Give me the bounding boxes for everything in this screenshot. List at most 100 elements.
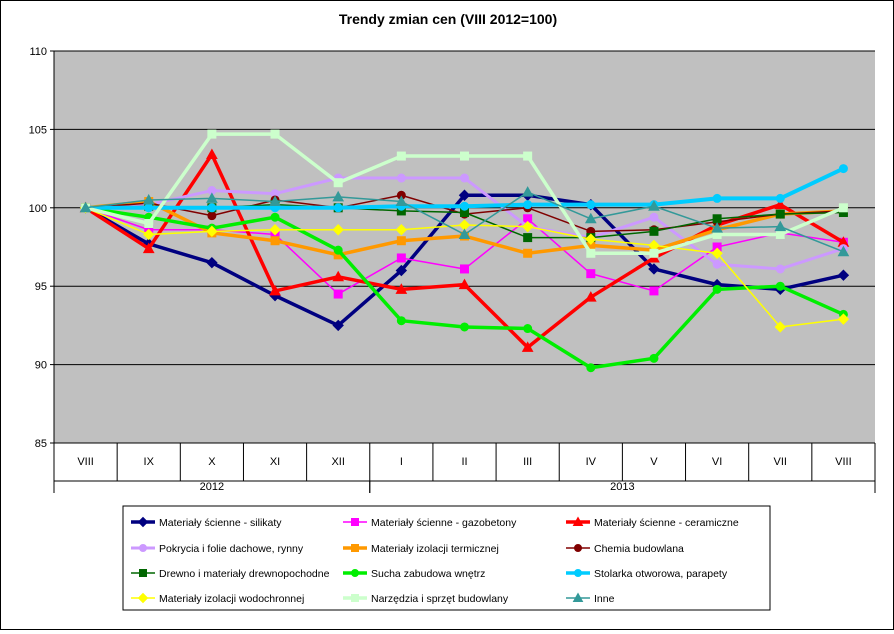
legend-box xyxy=(122,505,771,611)
data-point xyxy=(711,222,723,233)
data-point xyxy=(586,363,596,373)
data-point xyxy=(774,220,787,232)
data-point xyxy=(351,518,359,526)
data-point xyxy=(523,248,533,258)
data-point xyxy=(458,278,471,290)
data-point xyxy=(775,209,785,219)
data-point xyxy=(269,284,281,296)
data-point xyxy=(395,283,408,294)
data-point xyxy=(270,212,280,222)
data-point xyxy=(206,256,218,269)
y-tick-label: 110 xyxy=(29,46,47,58)
data-point xyxy=(460,151,469,161)
data-point xyxy=(837,269,850,281)
data-point xyxy=(332,190,345,202)
data-point xyxy=(712,193,722,203)
plot-area xyxy=(54,51,875,443)
legend: Materiały ścienne - silikaty Materiały śc… xyxy=(122,505,771,611)
legend-item: Materiały ścienne - ceramiczne xyxy=(566,516,739,529)
legend-label: Pokrycia i folie dachowe, rynny xyxy=(159,543,304,555)
data-point xyxy=(775,229,785,239)
data-point xyxy=(774,198,787,210)
data-point xyxy=(574,569,582,577)
x-tick-label: IX xyxy=(144,456,155,468)
data-point xyxy=(775,193,785,203)
data-point xyxy=(838,164,848,174)
legend-label: Materiały ścienne - silikaty xyxy=(159,517,282,529)
x-tick-label: IV xyxy=(586,456,597,468)
x-tick-label: V xyxy=(650,456,658,468)
data-point xyxy=(332,319,344,332)
data-point xyxy=(838,203,848,213)
x-tick-label: I xyxy=(400,456,403,468)
legend-label: Materiały ścienne - gazobetony xyxy=(371,517,517,529)
data-point xyxy=(712,284,722,294)
data-point xyxy=(460,264,469,274)
x-tick-label: VIII xyxy=(77,456,94,468)
year-group-label: 2012 xyxy=(200,481,224,493)
x-tick-label: II xyxy=(461,456,467,468)
data-point xyxy=(649,212,659,222)
data-point xyxy=(332,224,344,236)
data-point xyxy=(775,281,785,291)
legend-item: Pokrycia i folie dachowe, rynny xyxy=(131,543,304,555)
data-point xyxy=(523,200,533,210)
legend-label: Inne xyxy=(594,593,615,605)
data-point xyxy=(837,313,850,325)
data-point xyxy=(206,192,218,203)
legend-label: Stolarka otworowa, parapety xyxy=(594,568,728,580)
legend-item: Materiały ścienne - gazobetony xyxy=(343,517,517,529)
data-point xyxy=(649,353,659,363)
chart-title: Trendy zmian cen (VIII 2012=100) xyxy=(339,11,557,27)
legend-item: Inne xyxy=(566,592,615,605)
data-point xyxy=(79,201,92,213)
x-tick-label: XI xyxy=(270,456,280,468)
data-point xyxy=(586,200,596,210)
legend-label: Materiały ścienne - ceramiczne xyxy=(594,517,739,529)
data-point xyxy=(584,291,597,302)
data-point xyxy=(142,193,155,205)
x-tick-label: III xyxy=(523,456,532,468)
x-tick-label: VII xyxy=(774,456,787,468)
data-point xyxy=(649,248,659,258)
data-point xyxy=(351,594,359,602)
data-point xyxy=(585,233,597,245)
data-point xyxy=(458,189,471,201)
data-point xyxy=(206,148,218,159)
data-point xyxy=(144,218,154,228)
legend-label: Narzędzia i sprzęt budowlany xyxy=(371,593,509,605)
data-point xyxy=(572,516,584,526)
data-point xyxy=(460,201,469,211)
legend-label: Sucha zabudowa wnętrz xyxy=(371,568,485,580)
y-tick-label: 90 xyxy=(35,360,47,372)
data-point xyxy=(137,516,149,528)
data-point xyxy=(648,263,660,275)
data-point xyxy=(775,264,785,274)
data-point xyxy=(523,233,533,243)
data-point xyxy=(521,220,534,233)
data-point xyxy=(396,236,406,246)
data-point xyxy=(351,569,359,577)
y-tick-label: 105 xyxy=(29,124,47,136)
data-point xyxy=(137,592,149,604)
data-point xyxy=(395,264,408,277)
data-point xyxy=(648,200,660,211)
legend-item: Chemia budowlana xyxy=(566,543,684,555)
data-point xyxy=(521,186,534,197)
data-point xyxy=(333,289,343,299)
x-tick-label: XII xyxy=(331,456,344,468)
data-point xyxy=(270,129,280,139)
data-point xyxy=(207,129,217,139)
legend-label: Materiały izolacji wodochronnej xyxy=(159,593,304,605)
data-point xyxy=(207,211,217,221)
data-point xyxy=(207,203,217,213)
data-point xyxy=(269,195,281,207)
data-point xyxy=(144,203,154,213)
legend-label: Materiały izolacji termicznej xyxy=(371,543,499,555)
data-point xyxy=(460,322,469,332)
data-point xyxy=(572,592,584,602)
data-point xyxy=(270,236,280,246)
y-axis: 85 90 95 100 105 110 xyxy=(29,46,55,450)
